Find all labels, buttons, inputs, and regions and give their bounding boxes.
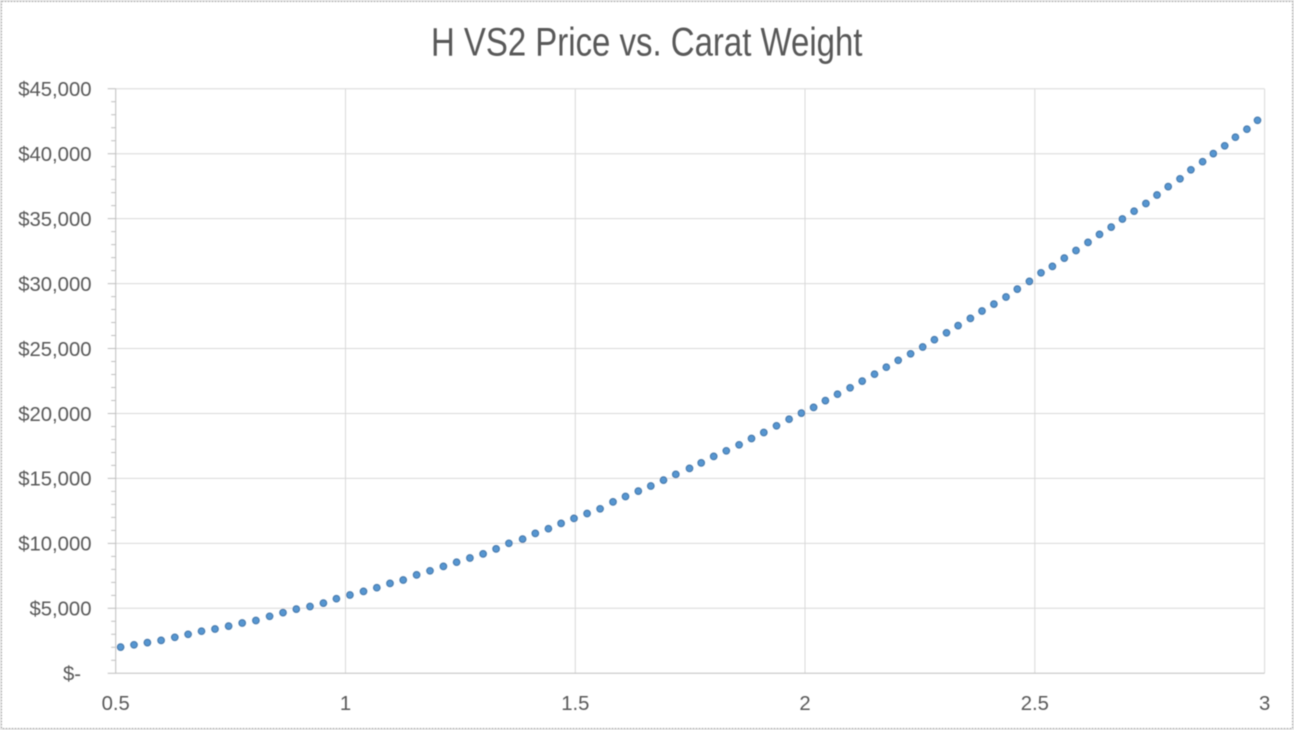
svg-text:$5,000: $5,000 bbox=[29, 599, 91, 621]
svg-text:$45,000: $45,000 bbox=[18, 79, 91, 101]
svg-text:$40,000: $40,000 bbox=[18, 144, 91, 166]
svg-text:1.5: 1.5 bbox=[561, 693, 589, 715]
svg-text:2.5: 2.5 bbox=[1021, 693, 1049, 715]
svg-text:$-: $- bbox=[63, 664, 81, 686]
svg-text:$35,000: $35,000 bbox=[18, 209, 91, 231]
svg-text:$30,000: $30,000 bbox=[18, 274, 91, 296]
svg-text:$10,000: $10,000 bbox=[18, 534, 91, 556]
svg-text:3: 3 bbox=[1259, 693, 1270, 715]
svg-text:2: 2 bbox=[799, 693, 810, 715]
svg-text:0.5: 0.5 bbox=[102, 693, 130, 715]
svg-text:$15,000: $15,000 bbox=[18, 469, 91, 491]
svg-text:H VS2 Price vs. Carat Weight: H VS2 Price vs. Carat Weight bbox=[431, 20, 863, 64]
svg-text:$25,000: $25,000 bbox=[18, 339, 91, 361]
svg-text:1: 1 bbox=[340, 693, 351, 715]
svg-text:$20,000: $20,000 bbox=[18, 404, 91, 426]
